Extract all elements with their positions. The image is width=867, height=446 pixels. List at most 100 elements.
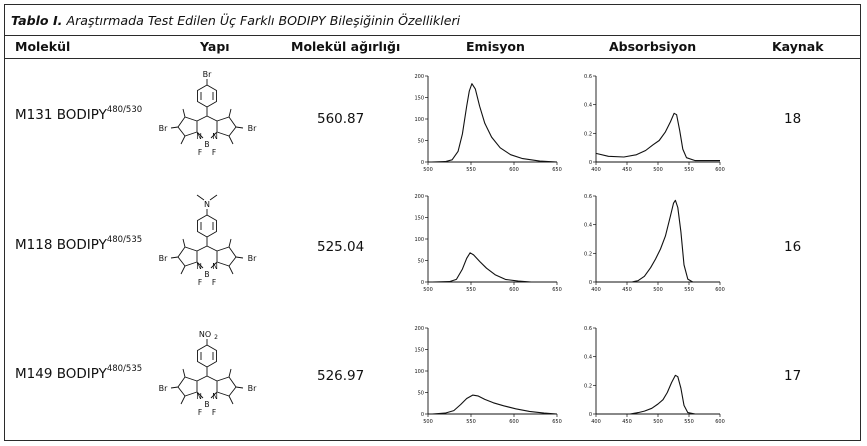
n-label-right: N	[212, 132, 218, 141]
absorption-y-tick-label: 0	[589, 280, 592, 286]
emission-x-tick-label: 500	[423, 287, 433, 293]
absorption-x-tick-label: 400	[591, 167, 601, 173]
molecule-name-m131: M131 BODIPY480/530	[15, 105, 143, 123]
emission-y-tick-label: 200	[414, 74, 424, 80]
b-label: B	[204, 400, 209, 409]
absorption-spectrum-line	[631, 199, 693, 283]
methyl-bond	[228, 135, 234, 145]
absorption-y-tick-label: 0.4	[584, 103, 592, 109]
absorption-x-tick-label: 600	[715, 287, 725, 293]
absorption-x-tick-label: 500	[653, 419, 663, 425]
emission-y-tick-label: 150	[414, 216, 424, 222]
absorption-y-tick-label: 0	[589, 412, 592, 418]
br-bond	[235, 256, 244, 259]
table-frame: Tablo I. Araştırmada Test Edilen Üç Fark…	[4, 4, 861, 441]
methyl-bond	[228, 395, 234, 405]
absorption-y-tick-label: 0.4	[584, 223, 592, 229]
f-label-right: F	[212, 408, 216, 417]
header-emission: Emisyon	[466, 39, 525, 54]
methyl-bond	[228, 108, 232, 118]
structure-m149: NO 2 Br Br N NBF F	[159, 330, 257, 417]
core-right	[206, 245, 218, 269]
caption-divider	[5, 35, 860, 36]
core-right	[206, 375, 218, 399]
absorption-x-tick-label: 400	[591, 287, 601, 293]
phenyl-ring	[197, 344, 217, 368]
emission-y-tick-label: 0	[421, 280, 424, 286]
core-left	[196, 245, 208, 269]
absorption-x-tick-label: 600	[715, 419, 725, 425]
absorption-y-tick-label: 0.2	[584, 251, 592, 257]
emission-y-tick-label: 100	[414, 369, 424, 375]
f-label-left: F	[198, 408, 202, 417]
absorption-y-tick-label: 0.6	[584, 326, 592, 332]
substituent-label: NO	[199, 330, 211, 339]
source-m118: 16	[784, 239, 802, 255]
emission-y-tick-label: 200	[414, 194, 424, 200]
absorption-spectrum-line	[596, 374, 696, 415]
f-label-right: F	[212, 278, 216, 287]
absorption-x-tick-label: 450	[622, 287, 632, 293]
absorption-x-tick-label: 550	[684, 419, 694, 425]
methyl-bond	[180, 265, 186, 275]
methyl-bond	[228, 238, 232, 248]
structure-m131: Br Br Br N NBF F	[159, 70, 257, 157]
substituent-subscript: 2	[214, 334, 218, 341]
f-label-left: F	[198, 148, 202, 157]
core-left	[196, 375, 208, 399]
absorption-spectrum-line	[595, 112, 720, 162]
weight-m149: 526.97	[317, 368, 365, 384]
absorption-y-tick-label: 0.2	[584, 131, 592, 137]
methyl-bond	[182, 238, 186, 248]
absorption-y-tick-label: 0	[589, 160, 592, 166]
n-label-left: N	[196, 392, 202, 401]
left-pyrrole	[177, 376, 198, 397]
methyl-bond	[196, 194, 205, 201]
molecule-name-m118: M118 BODIPY480/535	[15, 235, 143, 253]
methyl-bond	[180, 395, 186, 405]
absorption-x-tick-label: 550	[684, 287, 694, 293]
emission-x-tick-label: 550	[466, 419, 476, 425]
absorption-y-tick-label: 0.6	[584, 194, 592, 200]
caption-label: Tablo I.	[11, 13, 63, 28]
core-right	[206, 115, 218, 139]
b-label: B	[204, 140, 209, 149]
emission-x-tick-label: 650	[552, 167, 562, 173]
emission-x-tick-label: 500	[423, 419, 433, 425]
br-label-right: Br	[248, 384, 257, 393]
n-label-right: N	[212, 262, 218, 271]
n-label-left: N	[196, 132, 202, 141]
header-molecule: Molekül	[15, 39, 71, 54]
methyl-bond	[182, 108, 186, 118]
emission-y-tick-label: 50	[418, 391, 424, 397]
emission-x-tick-label: 600	[509, 419, 519, 425]
substituent-label: Br	[203, 70, 212, 79]
emission-y-tick-label: 0	[421, 160, 424, 166]
emission-y-tick-label: 150	[414, 348, 424, 354]
molecule-name-m149: M149 BODIPY480/535	[15, 364, 143, 382]
br-bond	[170, 386, 179, 389]
n-label-right: N	[212, 392, 218, 401]
f-label-right: F	[212, 148, 216, 157]
weight-m131: 560.87	[317, 111, 365, 127]
emission-y-tick-label: 100	[414, 117, 424, 123]
right-pyrrole	[216, 376, 237, 397]
br-label-left: Br	[159, 254, 168, 263]
header-source: Kaynak	[772, 39, 824, 54]
absorption-x-tick-label: 450	[622, 167, 632, 173]
methyl-bond	[182, 368, 186, 378]
emission-x-tick-label: 650	[552, 419, 562, 425]
emission-y-tick-label: 100	[414, 237, 424, 243]
br-label-right: Br	[248, 124, 257, 133]
emission-x-tick-label: 550	[466, 167, 476, 173]
absorption-x-tick-label: 450	[622, 419, 632, 425]
phenyl-ring	[197, 214, 217, 238]
absorption-y-tick-label: 0.2	[584, 383, 592, 389]
emission-y-tick-label: 50	[418, 259, 424, 265]
header-divider	[5, 58, 860, 59]
emission-y-tick-label: 150	[414, 96, 424, 102]
emission-x-tick-label: 600	[509, 167, 519, 173]
